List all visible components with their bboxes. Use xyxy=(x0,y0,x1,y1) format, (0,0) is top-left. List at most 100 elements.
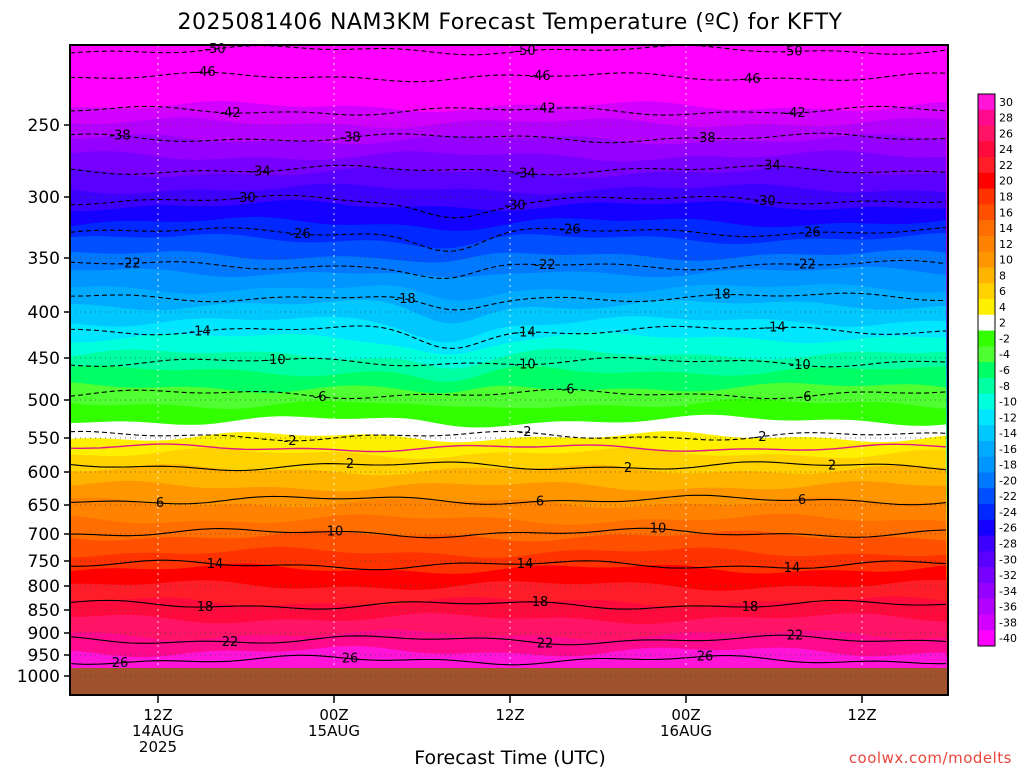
colorbar-label: -10 xyxy=(999,396,1017,409)
isotherm-line xyxy=(70,325,947,349)
contour-label: 26 xyxy=(342,652,359,667)
contour-label: -6 xyxy=(562,382,575,397)
y-tick-label: 350 xyxy=(28,249,60,269)
colorbar-swatch xyxy=(978,109,995,127)
colorbar-swatch xyxy=(978,141,995,158)
colorbar-swatch xyxy=(978,440,995,458)
isotherm-line xyxy=(69,494,947,506)
isotherm-line xyxy=(69,461,947,472)
plot-area: -50 -50 -50-46 -46 -46-42 -42 -42-38 -38 -38-34-… xyxy=(69,42,949,696)
colorbar-label: -18 xyxy=(999,459,1017,472)
colorbar-label: -24 xyxy=(999,506,1017,519)
x-axis-label: Forecast Time (UTC) xyxy=(414,747,605,768)
colorbar-swatch xyxy=(978,204,995,221)
colorbar-swatch xyxy=(978,125,995,142)
contour-label: -2 xyxy=(754,430,767,445)
colorbar-label: 30 xyxy=(999,96,1013,109)
colorbar-label: -20 xyxy=(999,474,1017,487)
colorbar-label: 4 xyxy=(999,301,1006,314)
ground-strip xyxy=(70,668,948,695)
isotherm-line xyxy=(69,259,947,280)
contour-label: -2 xyxy=(284,434,297,449)
colorbar-swatch xyxy=(978,567,995,584)
contour-label: -14 xyxy=(764,321,785,336)
contour-label: 18 xyxy=(532,595,549,610)
contour-label: 18 xyxy=(197,600,214,615)
colorbar-swatch xyxy=(978,377,995,395)
contour-label: -6 xyxy=(799,390,812,405)
contour-label: 2 xyxy=(828,458,836,473)
contour-label: 22 xyxy=(222,635,239,650)
contour-label: -10 xyxy=(514,358,535,373)
isotherm-line xyxy=(69,105,947,116)
colorbar-label: 22 xyxy=(999,159,1013,172)
contour-label: -50 xyxy=(514,44,535,59)
y-tick-label: 950 xyxy=(28,646,60,666)
colorbar-label: -38 xyxy=(999,616,1017,629)
contour-label: 10 xyxy=(327,525,344,540)
y-tick-label: 500 xyxy=(28,391,60,411)
contour-label: -10 xyxy=(789,358,810,373)
colorbar-label: -36 xyxy=(999,601,1017,614)
y-tick-label: 650 xyxy=(28,496,60,516)
isotherm-line xyxy=(69,599,947,610)
contour-label: -42 xyxy=(219,106,240,121)
chart-title: 2025081406 NAM3KM Forecast Temperature (… xyxy=(178,10,843,35)
x-tick-label: 12Z xyxy=(847,706,876,724)
y-tick-label: 550 xyxy=(28,429,60,449)
isotherm-line xyxy=(69,227,947,252)
colorbar-swatch xyxy=(978,393,995,410)
isotherm-line xyxy=(69,164,947,176)
colorbar-swatch xyxy=(978,614,995,631)
colorbar-label: 6 xyxy=(999,285,1006,298)
colorbar-label: -30 xyxy=(999,553,1017,566)
x-tick-label: 2025 xyxy=(139,738,177,756)
temp-band xyxy=(70,646,948,668)
colorbar-swatch xyxy=(978,220,995,237)
contour-label: -38 xyxy=(694,131,715,146)
y-tick-label: 450 xyxy=(28,349,60,369)
colorbar-swatch xyxy=(978,346,995,363)
contour-label: -30 xyxy=(754,194,775,209)
contour-label: 6 xyxy=(536,494,544,509)
y-axis: 250 300 350 400 450 500 550 600 650 700 750 800 850 9… xyxy=(17,116,70,687)
contour-label: -6 xyxy=(314,390,327,405)
colorbar-swatch xyxy=(978,598,995,615)
colorbar-label: -32 xyxy=(999,569,1017,582)
colorbar-label: -16 xyxy=(999,443,1017,456)
contour-label: -10 xyxy=(264,353,285,368)
colorbar-label: -12 xyxy=(999,411,1017,424)
colorbar-label: -6 xyxy=(999,364,1010,377)
contour-label: -34 xyxy=(249,165,270,180)
colorbar: 30 28 26 24 22 20 18 16 14 12 10 8 6 4 2 -2 -4 -6 -8 -10 -12… xyxy=(977,93,1017,647)
isotherm-line xyxy=(69,356,947,368)
contour-label: -2 xyxy=(519,425,532,440)
colorbar-swatch xyxy=(978,157,995,174)
contour-label: -38 xyxy=(339,131,360,146)
contour-label: 2 xyxy=(346,457,354,472)
contour-label: -46 xyxy=(739,72,760,87)
contour-label: -26 xyxy=(799,226,820,241)
y-tick-label: 700 xyxy=(28,525,60,545)
isotherm-line xyxy=(70,71,947,83)
contour-label: -22 xyxy=(119,256,140,271)
colorbar-swatch xyxy=(978,330,995,347)
contour-label: 14 xyxy=(207,557,224,572)
contour-label: -38 xyxy=(109,129,130,144)
colorbar-label: 16 xyxy=(999,206,1013,219)
contour-label: 14 xyxy=(517,557,534,572)
colorbar-swatch xyxy=(978,235,995,253)
contour-label: 14 xyxy=(784,561,801,576)
colorbar-swatch xyxy=(978,630,995,647)
colorbar-label: -8 xyxy=(999,380,1010,393)
plot-frame xyxy=(69,44,949,696)
y-tick-label: 300 xyxy=(28,188,60,208)
isotherm-line xyxy=(70,194,947,219)
colorbar-swatch xyxy=(978,172,995,190)
x-tick-label: 00Z xyxy=(319,706,348,724)
colorbar-swatch xyxy=(978,535,995,552)
colorbar-label: -26 xyxy=(999,522,1017,535)
colorbar-swatch xyxy=(978,251,995,268)
x-tick-label: 12Z xyxy=(143,706,172,724)
